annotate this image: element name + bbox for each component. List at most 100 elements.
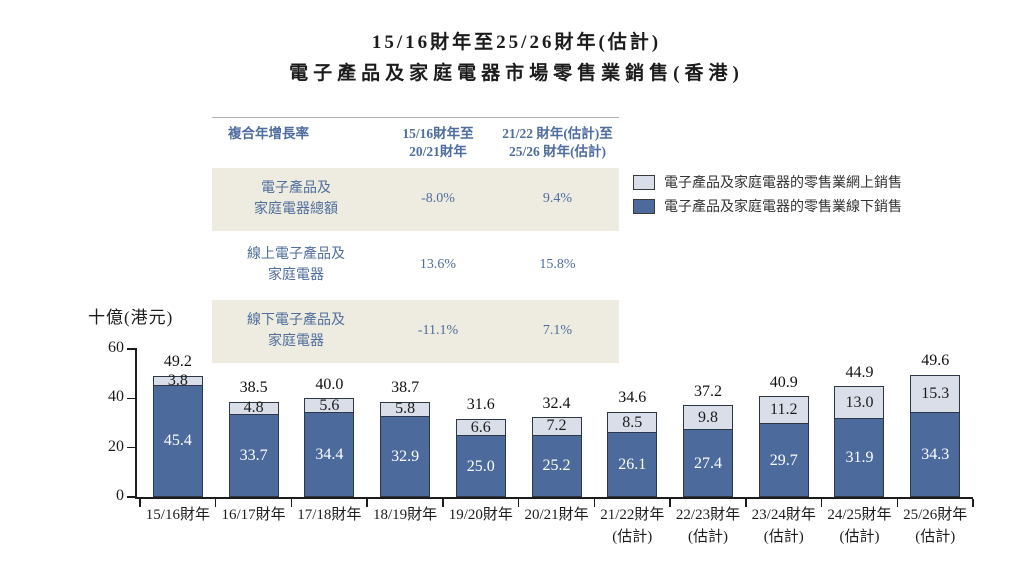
total-value-label: 34.6 [618, 389, 647, 407]
y-axis-line [135, 348, 137, 498]
x-axis-category-label: 16/17財年 [221, 507, 286, 523]
header-period-1: 15/16財年至 20/21財年 [402, 126, 474, 159]
stacked-bar [152, 375, 203, 497]
x-tick-mark [593, 498, 596, 507]
bar-group: 37.2 9.8 27.4 22/23財年 (估計) [670, 349, 747, 545]
offline-segment [684, 429, 732, 496]
x-tick-mark [669, 498, 671, 507]
bar-group: 40.0 5.6 34.4 17/18財年 [291, 349, 368, 523]
cagr-value: 15.8% [539, 257, 576, 273]
offline-segment [759, 423, 808, 496]
table-row-total: 電子產品及 家庭電器總額 -8.0% 9.4% [212, 168, 619, 232]
x-axis-category-label: 17/18財年 [297, 507, 362, 523]
x-tick-mark [820, 498, 823, 507]
offline-segment [608, 432, 657, 496]
stacked-bar [228, 402, 279, 497]
x-axis-category-label: 21/22財年 (估計) [600, 507, 665, 545]
legend-item-online: 電子產品及家庭電器的零售業網上銷售 [633, 171, 902, 193]
online-segment [456, 420, 505, 436]
x-axis-category-label: 25/26財年 (估計) [903, 507, 968, 545]
table-row-offline: 線下電子產品及 家庭電器 -11.1% 7.1% [212, 300, 619, 364]
bar-group: 31.6 6.6 25.0 19/20財年 [443, 349, 520, 523]
cagr-table: 複合年增長率 15/16財年至 20/21財年 21/22 財年(估計)至 25… [212, 117, 619, 366]
legend-label: 電子產品及家庭電器的零售業網上銷售 [664, 176, 902, 191]
x-tick-mark [517, 498, 520, 507]
online-value-label: 15.3 [921, 384, 950, 402]
total-value-label: 49.6 [921, 352, 950, 370]
y-tick-label: 40 [108, 388, 124, 406]
offline-value-label: 32.9 [391, 447, 420, 465]
legend-item-offline: 電子產品及家庭電器的零售業線下銷售 [633, 195, 902, 217]
bar-group: 32.4 7.2 25.2 20/21財年 [519, 349, 596, 523]
online-segment [911, 375, 960, 413]
offline-segment [153, 384, 202, 496]
total-value-label: 37.2 [694, 382, 722, 400]
offline-value-label: 34.4 [315, 445, 344, 463]
online-segment [835, 387, 884, 419]
stacked-bar [758, 396, 809, 497]
table-row-online: 線上電子產品及 家庭電器 13.6% 15.8% [212, 234, 619, 297]
x-axis-category-label: 22/23財年 (估計) [675, 507, 741, 545]
x-tick-mark [896, 498, 899, 507]
stacked-bar [834, 386, 885, 497]
x-tick-mark [290, 498, 293, 507]
online-segment [305, 399, 354, 412]
offline-value-label: 29.7 [769, 451, 798, 469]
offline-value-label: 25.2 [542, 457, 571, 475]
y-axis-unit-label: 十億(港元) [88, 308, 174, 327]
offline-segment [456, 435, 505, 496]
x-axis-line [135, 497, 973, 499]
x-tick-mark [139, 498, 141, 507]
stacked-bar [304, 398, 355, 497]
total-value-label: 40.9 [769, 373, 798, 391]
bar-group: 40.9 11.2 29.7 23/24財年 (估計) [746, 349, 823, 545]
total-value-label: 31.6 [466, 396, 495, 414]
total-value-label: 49.2 [163, 353, 192, 371]
x-tick-mark [366, 498, 368, 507]
offline-value-label: 25.0 [466, 457, 495, 475]
total-value-label: 38.7 [391, 378, 420, 396]
online-value-label: 5.6 [319, 396, 340, 414]
x-tick-mark [442, 498, 444, 507]
offline-value-label: 45.4 [163, 432, 192, 450]
online-segment [381, 402, 430, 416]
x-axis-category-label: 20/21財年 [524, 507, 589, 523]
cagr-value: 13.6% [419, 257, 457, 273]
stacked-bar [683, 405, 733, 497]
total-value-label: 38.5 [239, 379, 268, 397]
stacked-bar [531, 417, 582, 497]
online-value-label: 4.8 [243, 399, 264, 417]
y-tick-label: 0 [116, 487, 124, 504]
cagr-value: -11.1% [417, 323, 459, 339]
bar-group: 34.6 8.5 26.1 21/22財年 (估計) [594, 349, 671, 545]
online-value-label: 6.6 [470, 418, 491, 436]
offline-segment [229, 413, 278, 496]
x-axis-category-label: 19/20財年 [448, 507, 513, 523]
x-axis-category-label: 23/24財年 (估計) [751, 507, 816, 545]
total-value-label: 44.9 [845, 363, 874, 381]
x-tick-mark [972, 498, 974, 507]
x-axis-category-label: 18/19財年 [372, 507, 438, 523]
legend-label: 電子產品及家庭電器的零售業線下銷售 [664, 200, 902, 215]
plot-area: 49.2 3.8 45.4 15/16財年 38.5 4.8 33.7 16/17財年 40.0… [139, 349, 974, 545]
online-value-label: 9.8 [698, 408, 718, 426]
page-title: 15/16財年至25/26財年(估計) 電子產品及家庭電器市場零售業銷售(香港) [0, 27, 1033, 85]
offline-segment [532, 434, 581, 496]
row-label: 線上電子產品及 家庭電器 [247, 247, 345, 283]
y-tick-mark [127, 348, 135, 350]
cagr-table-header: 複合年增長率 15/16財年至 20/21財年 21/22 財年(估計)至 25… [212, 117, 619, 168]
stacked-bar [380, 401, 431, 497]
offline-value-label: 31.9 [845, 449, 874, 467]
online-value-label: 7.2 [546, 417, 567, 435]
cagr-value: -8.0% [421, 191, 455, 207]
offline-series-swatch-icon [633, 198, 655, 214]
online-value-label: 11.2 [770, 401, 798, 419]
offline-segment [305, 411, 354, 496]
bar-group: 38.5 4.8 33.7 16/17財年 [216, 349, 293, 523]
x-tick-mark [214, 498, 217, 507]
title-line-2: 電子產品及家庭電器市場零售業銷售(香港) [289, 63, 744, 84]
online-series-swatch-icon [633, 174, 655, 190]
y-tick-mark [127, 397, 135, 400]
